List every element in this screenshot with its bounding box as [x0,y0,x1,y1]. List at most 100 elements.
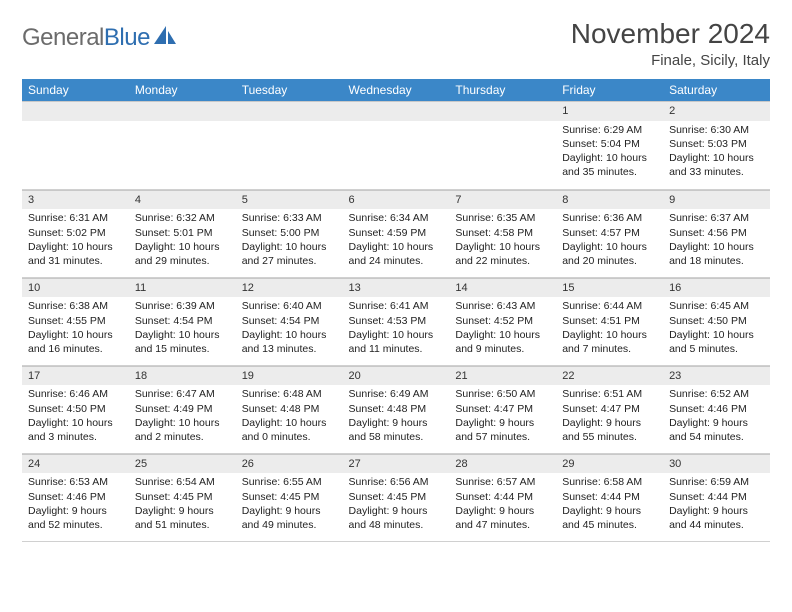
sunrise-text: Sunrise: 6:48 AM [242,387,337,401]
sunrise-text: Sunrise: 6:59 AM [669,475,764,489]
sunset-text: Sunset: 4:52 PM [455,314,550,328]
sunrise-text: Sunrise: 6:44 AM [562,299,657,313]
calendar-day-cell: 22Sunrise: 6:51 AMSunset: 4:47 PMDayligh… [556,365,663,453]
day-body: Sunrise: 6:53 AMSunset: 4:46 PMDaylight:… [22,473,129,536]
day-body: Sunrise: 6:59 AMSunset: 4:44 PMDaylight:… [663,473,770,536]
sunrise-text: Sunrise: 6:47 AM [135,387,230,401]
day-body [449,121,556,127]
day-number: 11 [129,278,236,298]
day-number: 27 [343,454,450,474]
day-body: Sunrise: 6:31 AMSunset: 5:02 PMDaylight:… [22,209,129,272]
day-number: 13 [343,278,450,298]
calendar-day-cell: 13Sunrise: 6:41 AMSunset: 4:53 PMDayligh… [343,277,450,365]
sunset-text: Sunset: 4:44 PM [669,490,764,504]
daylight-text: Daylight: 10 hours and 29 minutes. [135,240,230,268]
calendar-week-row: 1Sunrise: 6:29 AMSunset: 5:04 PMDaylight… [22,101,770,189]
sunset-text: Sunset: 4:55 PM [28,314,123,328]
sunset-text: Sunset: 4:47 PM [562,402,657,416]
sunrise-text: Sunrise: 6:32 AM [135,211,230,225]
day-body: Sunrise: 6:49 AMSunset: 4:48 PMDaylight:… [343,385,450,448]
daylight-text: Daylight: 10 hours and 33 minutes. [669,151,764,179]
sunset-text: Sunset: 4:46 PM [28,490,123,504]
sunrise-text: Sunrise: 6:33 AM [242,211,337,225]
sunrise-text: Sunrise: 6:54 AM [135,475,230,489]
daylight-text: Daylight: 9 hours and 55 minutes. [562,416,657,444]
calendar-week-row: 3Sunrise: 6:31 AMSunset: 5:02 PMDaylight… [22,189,770,277]
day-number [343,101,450,121]
day-body: Sunrise: 6:58 AMSunset: 4:44 PMDaylight:… [556,473,663,536]
page-title: November 2024 [571,18,770,50]
day-number: 23 [663,366,770,386]
day-body: Sunrise: 6:41 AMSunset: 4:53 PMDaylight:… [343,297,450,360]
calendar-week-row: 17Sunrise: 6:46 AMSunset: 4:50 PMDayligh… [22,365,770,453]
calendar-week-row: 24Sunrise: 6:53 AMSunset: 4:46 PMDayligh… [22,453,770,541]
sunrise-text: Sunrise: 6:29 AM [562,123,657,137]
daylight-text: Daylight: 9 hours and 44 minutes. [669,504,764,532]
day-number: 2 [663,101,770,121]
day-body: Sunrise: 6:46 AMSunset: 4:50 PMDaylight:… [22,385,129,448]
day-number: 16 [663,278,770,298]
calendar-day-cell: 30Sunrise: 6:59 AMSunset: 4:44 PMDayligh… [663,453,770,541]
calendar-day-cell: 23Sunrise: 6:52 AMSunset: 4:46 PMDayligh… [663,365,770,453]
calendar-day-cell [236,101,343,189]
sunset-text: Sunset: 4:44 PM [455,490,550,504]
day-body: Sunrise: 6:54 AMSunset: 4:45 PMDaylight:… [129,473,236,536]
daylight-text: Daylight: 10 hours and 24 minutes. [349,240,444,268]
sunrise-text: Sunrise: 6:41 AM [349,299,444,313]
weekday-header-row: SundayMondayTuesdayWednesdayThursdayFrid… [22,79,770,101]
daylight-text: Daylight: 10 hours and 7 minutes. [562,328,657,356]
sunset-text: Sunset: 4:48 PM [349,402,444,416]
day-number: 28 [449,454,556,474]
sunrise-text: Sunrise: 6:55 AM [242,475,337,489]
sunset-text: Sunset: 5:02 PM [28,226,123,240]
daylight-text: Daylight: 10 hours and 16 minutes. [28,328,123,356]
calendar-day-cell: 2Sunrise: 6:30 AMSunset: 5:03 PMDaylight… [663,101,770,189]
calendar-day-cell: 5Sunrise: 6:33 AMSunset: 5:00 PMDaylight… [236,189,343,277]
sunrise-text: Sunrise: 6:53 AM [28,475,123,489]
day-body: Sunrise: 6:56 AMSunset: 4:45 PMDaylight:… [343,473,450,536]
sunset-text: Sunset: 5:03 PM [669,137,764,151]
sunset-text: Sunset: 4:53 PM [349,314,444,328]
sunset-text: Sunset: 4:54 PM [242,314,337,328]
calendar-day-cell: 6Sunrise: 6:34 AMSunset: 4:59 PMDaylight… [343,189,450,277]
sunrise-text: Sunrise: 6:30 AM [669,123,764,137]
calendar-day-cell: 18Sunrise: 6:47 AMSunset: 4:49 PMDayligh… [129,365,236,453]
sunrise-text: Sunrise: 6:57 AM [455,475,550,489]
day-body [22,121,129,127]
day-body: Sunrise: 6:30 AMSunset: 5:03 PMDaylight:… [663,121,770,184]
day-body [129,121,236,127]
sunrise-text: Sunrise: 6:52 AM [669,387,764,401]
calendar-day-cell: 28Sunrise: 6:57 AMSunset: 4:44 PMDayligh… [449,453,556,541]
calendar-day-cell: 8Sunrise: 6:36 AMSunset: 4:57 PMDaylight… [556,189,663,277]
sail-icon [152,24,178,46]
day-number: 1 [556,101,663,121]
calendar-day-cell: 27Sunrise: 6:56 AMSunset: 4:45 PMDayligh… [343,453,450,541]
sunset-text: Sunset: 4:45 PM [349,490,444,504]
day-body: Sunrise: 6:48 AMSunset: 4:48 PMDaylight:… [236,385,343,448]
calendar-day-cell: 7Sunrise: 6:35 AMSunset: 4:58 PMDaylight… [449,189,556,277]
sunset-text: Sunset: 4:44 PM [562,490,657,504]
day-number [449,101,556,121]
sunset-text: Sunset: 4:56 PM [669,226,764,240]
daylight-text: Daylight: 10 hours and 9 minutes. [455,328,550,356]
sunrise-text: Sunrise: 6:49 AM [349,387,444,401]
day-number: 20 [343,366,450,386]
daylight-text: Daylight: 10 hours and 27 minutes. [242,240,337,268]
daylight-text: Daylight: 10 hours and 13 minutes. [242,328,337,356]
daylight-text: Daylight: 10 hours and 20 minutes. [562,240,657,268]
day-body: Sunrise: 6:39 AMSunset: 4:54 PMDaylight:… [129,297,236,360]
day-number: 10 [22,278,129,298]
day-number: 26 [236,454,343,474]
day-body: Sunrise: 6:36 AMSunset: 4:57 PMDaylight:… [556,209,663,272]
day-number: 30 [663,454,770,474]
daylight-text: Daylight: 10 hours and 22 minutes. [455,240,550,268]
day-body: Sunrise: 6:32 AMSunset: 5:01 PMDaylight:… [129,209,236,272]
sunrise-text: Sunrise: 6:58 AM [562,475,657,489]
sunset-text: Sunset: 5:00 PM [242,226,337,240]
calendar-day-cell: 14Sunrise: 6:43 AMSunset: 4:52 PMDayligh… [449,277,556,365]
calendar-day-cell: 1Sunrise: 6:29 AMSunset: 5:04 PMDaylight… [556,101,663,189]
calendar-day-cell: 24Sunrise: 6:53 AMSunset: 4:46 PMDayligh… [22,453,129,541]
daylight-text: Daylight: 9 hours and 49 minutes. [242,504,337,532]
calendar-day-cell: 16Sunrise: 6:45 AMSunset: 4:50 PMDayligh… [663,277,770,365]
sunrise-text: Sunrise: 6:51 AM [562,387,657,401]
